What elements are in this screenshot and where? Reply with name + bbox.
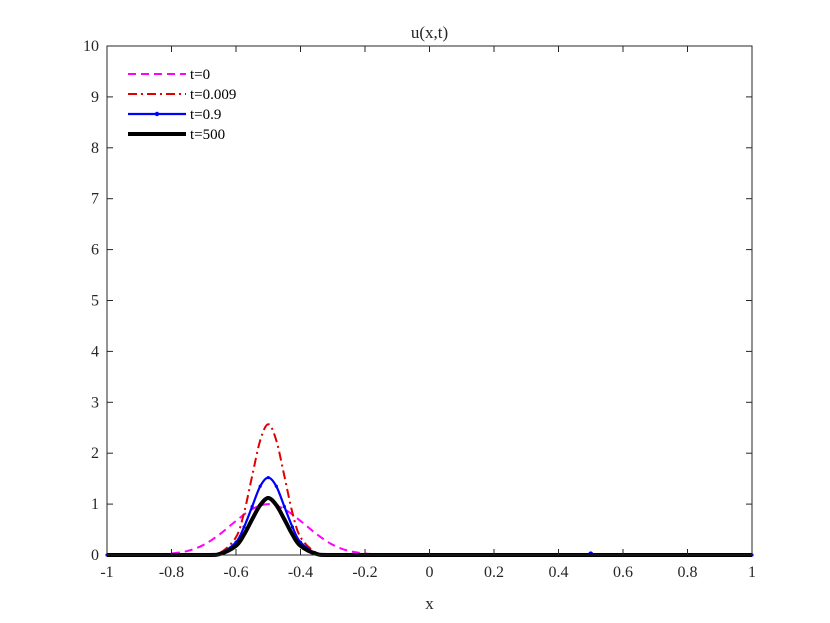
series-point-3 xyxy=(266,476,270,480)
y-tick-label: 2 xyxy=(91,445,99,462)
x-tick-label: 0.6 xyxy=(613,564,633,581)
series-point-3 xyxy=(258,484,262,488)
legend-label-4: t=500 xyxy=(190,127,225,143)
y-tick-label: 1 xyxy=(91,496,99,513)
legend-marker-3 xyxy=(154,111,160,117)
y-tick-label: 9 xyxy=(91,89,99,106)
series-point-3 xyxy=(242,525,246,529)
x-tick-label: -0.2 xyxy=(352,564,377,581)
x-tick-label: 0 xyxy=(426,564,434,581)
x-tick-label: 1 xyxy=(748,564,756,581)
x-tick-label: -0.8 xyxy=(159,564,184,581)
series-point-3 xyxy=(274,484,278,488)
x-tick-label: 0.8 xyxy=(678,564,698,581)
y-tick-label: 5 xyxy=(91,293,99,310)
x-tick-label: -0.6 xyxy=(223,564,248,581)
x-tick-label: -1 xyxy=(100,564,113,581)
series-point-3 xyxy=(250,505,254,509)
legend-label-2: t=0.009 xyxy=(190,87,236,103)
series-point-3 xyxy=(282,505,286,509)
legend-label-1: t=0 xyxy=(190,67,210,83)
y-tick-label: 6 xyxy=(91,242,99,259)
x-axis-label: x xyxy=(425,594,434,613)
legend: t=0 t=0.009 t=0.9 t=500 xyxy=(128,67,236,143)
chart-title: u(x,t) xyxy=(411,23,448,42)
x-tick-label: 0.4 xyxy=(549,564,569,581)
legend-label-3: t=0.9 xyxy=(190,107,221,123)
y-tick-label: 4 xyxy=(91,343,99,360)
x-tick-label: 0.2 xyxy=(484,564,504,581)
ticks-layer: -1 -0.8 -0.6 -0.4 -0.2 0 0.2 0.4 0.6 0.8 101234567… xyxy=(83,38,756,581)
series-point-3 xyxy=(290,525,295,529)
x-tick-label: -0.4 xyxy=(288,564,313,581)
y-tick-label: 10 xyxy=(83,38,99,55)
y-tick-label: 3 xyxy=(91,394,99,411)
y-tick-label: 8 xyxy=(91,140,99,157)
y-tick-label: 0 xyxy=(91,547,99,564)
y-tick-label: 7 xyxy=(91,191,99,208)
plot-background xyxy=(107,46,752,555)
